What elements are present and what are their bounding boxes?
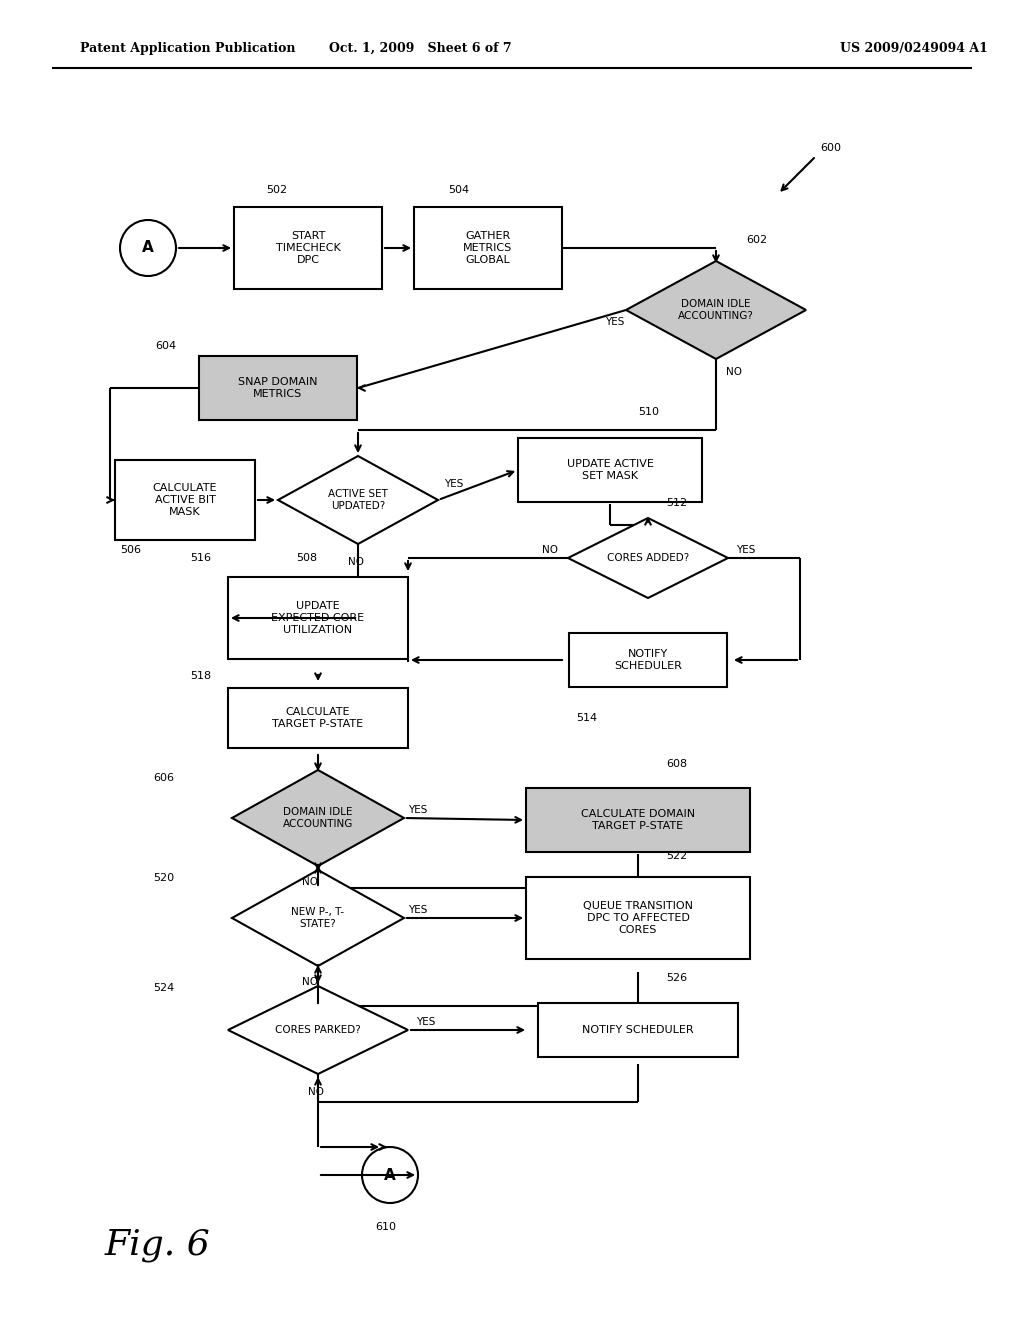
Text: US 2009/0249094 A1: US 2009/0249094 A1 <box>840 42 988 55</box>
FancyBboxPatch shape <box>518 438 702 502</box>
Text: ACTIVE SET
UPDATED?: ACTIVE SET UPDATED? <box>328 490 388 511</box>
Text: 524: 524 <box>153 983 174 993</box>
FancyBboxPatch shape <box>538 1003 738 1057</box>
Text: NOTIFY SCHEDULER: NOTIFY SCHEDULER <box>583 1026 694 1035</box>
Text: 510: 510 <box>638 407 659 417</box>
Text: 610: 610 <box>375 1222 396 1232</box>
Text: YES: YES <box>408 805 427 814</box>
Polygon shape <box>568 517 728 598</box>
Text: NO: NO <box>302 876 318 887</box>
FancyBboxPatch shape <box>569 634 727 686</box>
Text: NO: NO <box>302 977 318 987</box>
Text: 504: 504 <box>449 185 469 195</box>
Text: DOMAIN IDLE
ACCOUNTING: DOMAIN IDLE ACCOUNTING <box>283 808 353 829</box>
Text: 518: 518 <box>190 671 211 681</box>
Polygon shape <box>228 986 408 1074</box>
Text: YES: YES <box>604 317 624 327</box>
Text: 508: 508 <box>296 553 317 564</box>
Text: NEW P-, T-
STATE?: NEW P-, T- STATE? <box>292 907 344 929</box>
Text: 604: 604 <box>155 341 176 351</box>
Circle shape <box>362 1147 418 1203</box>
Text: YES: YES <box>408 906 427 915</box>
Text: DOMAIN IDLE
ACCOUNTING?: DOMAIN IDLE ACCOUNTING? <box>678 300 754 321</box>
Polygon shape <box>626 261 806 359</box>
Text: 526: 526 <box>666 973 687 983</box>
Polygon shape <box>232 870 404 966</box>
Text: 520: 520 <box>153 873 174 883</box>
Text: A: A <box>384 1167 396 1183</box>
Text: Fig. 6: Fig. 6 <box>105 1228 211 1262</box>
Text: YES: YES <box>736 545 756 554</box>
Text: NO: NO <box>542 545 558 554</box>
Text: NO: NO <box>348 557 364 568</box>
Text: CORES PARKED?: CORES PARKED? <box>275 1026 360 1035</box>
Text: 600: 600 <box>820 143 841 153</box>
Text: 512: 512 <box>666 498 687 508</box>
Polygon shape <box>232 770 404 866</box>
FancyBboxPatch shape <box>115 459 255 540</box>
Text: CALCULATE
ACTIVE BIT
MASK: CALCULATE ACTIVE BIT MASK <box>153 483 217 516</box>
Text: START
TIMECHECK
DPC: START TIMECHECK DPC <box>275 231 340 264</box>
FancyBboxPatch shape <box>234 207 382 289</box>
Text: 514: 514 <box>575 713 597 723</box>
Text: NO: NO <box>308 1086 324 1097</box>
Text: 602: 602 <box>746 235 767 246</box>
Text: 502: 502 <box>266 185 287 195</box>
Text: 522: 522 <box>666 851 687 861</box>
Text: CALCULATE
TARGET P-STATE: CALCULATE TARGET P-STATE <box>272 708 364 729</box>
FancyBboxPatch shape <box>414 207 562 289</box>
FancyBboxPatch shape <box>526 876 750 960</box>
FancyBboxPatch shape <box>228 577 408 659</box>
Text: CORES ADDED?: CORES ADDED? <box>607 553 689 564</box>
Text: Patent Application Publication: Patent Application Publication <box>80 42 296 55</box>
Text: Oct. 1, 2009   Sheet 6 of 7: Oct. 1, 2009 Sheet 6 of 7 <box>329 42 511 55</box>
Text: YES: YES <box>444 479 464 488</box>
Text: UPDATE
EXPECTED CORE
UTILIZATION: UPDATE EXPECTED CORE UTILIZATION <box>271 602 365 635</box>
Text: 608: 608 <box>666 759 687 770</box>
FancyBboxPatch shape <box>526 788 750 851</box>
Text: CALCULATE DOMAIN
TARGET P-STATE: CALCULATE DOMAIN TARGET P-STATE <box>581 809 695 830</box>
Text: SNAP DOMAIN
METRICS: SNAP DOMAIN METRICS <box>239 378 317 399</box>
Text: UPDATE ACTIVE
SET MASK: UPDATE ACTIVE SET MASK <box>566 459 653 480</box>
Text: GATHER
METRICS
GLOBAL: GATHER METRICS GLOBAL <box>464 231 513 264</box>
Text: NO: NO <box>726 367 742 378</box>
Text: YES: YES <box>416 1016 435 1027</box>
Text: 606: 606 <box>153 774 174 783</box>
Text: QUEUE TRANSITION
DPC TO AFFECTED
CORES: QUEUE TRANSITION DPC TO AFFECTED CORES <box>583 902 693 935</box>
FancyBboxPatch shape <box>228 688 408 748</box>
Polygon shape <box>278 455 438 544</box>
Text: NOTIFY
SCHEDULER: NOTIFY SCHEDULER <box>614 649 682 671</box>
Text: A: A <box>142 240 154 256</box>
Text: 506: 506 <box>120 545 141 554</box>
Circle shape <box>120 220 176 276</box>
Text: 516: 516 <box>190 553 211 564</box>
FancyBboxPatch shape <box>199 356 357 420</box>
